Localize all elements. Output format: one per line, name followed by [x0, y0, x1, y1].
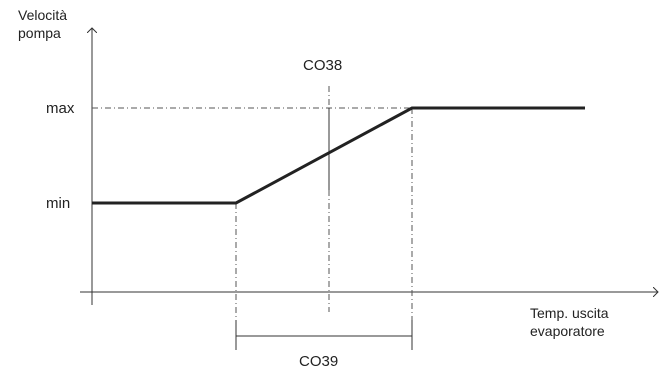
- y-axis-label-line1: Velocità: [18, 7, 67, 23]
- y-axis-label-line2: pompa: [18, 25, 61, 41]
- x-axis-label-line1: Temp. uscita: [530, 305, 609, 321]
- max-level-label: max: [46, 100, 75, 117]
- setpoint-label: CO38: [303, 57, 342, 74]
- min-level-label: min: [46, 195, 70, 212]
- band-label: CO39: [299, 353, 338, 370]
- pump-speed-curve: [92, 106, 585, 205]
- x-axis-label-line2: evaporatore: [530, 323, 605, 339]
